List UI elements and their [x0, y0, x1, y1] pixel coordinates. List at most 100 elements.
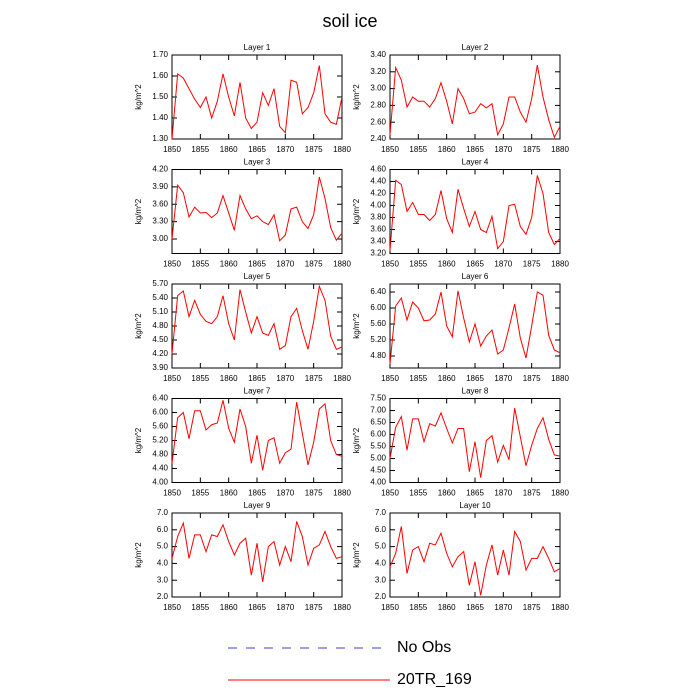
y-axis-label: kg/m^2: [352, 427, 361, 453]
x-tick-label: 1850: [163, 145, 181, 154]
y-axis-label: kg/m^2: [134, 198, 143, 224]
legend-label: No Obs: [397, 639, 451, 656]
x-tick-label: 1855: [191, 489, 209, 498]
figure-title: soil ice: [322, 11, 377, 31]
y-tick-label: 5.20: [152, 436, 168, 445]
panel-title: Layer 6: [462, 272, 489, 281]
x-tick-label: 1865: [248, 260, 266, 269]
panel-title: Layer 4: [462, 158, 489, 167]
y-tick-label: 3.40: [370, 237, 386, 246]
x-tick-label: 1860: [220, 374, 238, 383]
data-line: [389, 290, 561, 365]
y-tick-label: 4.80: [152, 321, 168, 330]
panel-title: Layer 7: [244, 387, 271, 396]
y-tick-label: 5.10: [152, 307, 168, 316]
y-tick-label: 4.80: [370, 351, 386, 360]
y-tick-label: 3.00: [370, 84, 386, 93]
x-tick-label: 1870: [276, 603, 294, 612]
plot-frame: [389, 54, 561, 140]
x-tick-label: 1855: [409, 603, 427, 612]
y-tick-label: 4.20: [370, 189, 386, 198]
x-tick-label: 1875: [523, 145, 541, 154]
plot-frame: [389, 398, 561, 483]
x-tick-label: 1850: [381, 260, 399, 269]
x-tick-label: 1875: [305, 145, 323, 154]
y-tick-label: 7.00: [370, 406, 386, 415]
x-tick-label: 1865: [466, 603, 484, 612]
panel-title: Layer 10: [459, 501, 491, 510]
x-tick-label: 1855: [191, 260, 209, 269]
data-line: [389, 175, 561, 251]
x-tick-label: 1870: [276, 145, 294, 154]
x-tick-label: 1880: [333, 260, 351, 269]
y-tick-label: 3.90: [152, 363, 168, 372]
y-tick-label: 4.00: [370, 478, 386, 487]
y-axis-label: kg/m^2: [134, 313, 143, 339]
y-tick-label: 5.0: [157, 542, 169, 551]
y-tick-label: 3.0: [157, 575, 169, 584]
y-tick-label: 7.0: [375, 508, 387, 517]
x-tick-label: 1860: [438, 603, 456, 612]
x-tick-label: 1875: [305, 260, 323, 269]
x-tick-label: 1880: [551, 260, 569, 269]
y-axis-label: kg/m^2: [352, 313, 361, 339]
x-tick-label: 1865: [248, 374, 266, 383]
x-tick-label: 1875: [305, 603, 323, 612]
y-tick-label: 1.30: [152, 134, 168, 143]
x-tick-label: 1870: [276, 374, 294, 383]
x-tick-label: 1870: [494, 260, 512, 269]
y-tick-label: 5.60: [370, 319, 386, 328]
y-tick-label: 3.60: [152, 199, 168, 208]
y-tick-label: 4.0: [157, 559, 169, 568]
y-tick-label: 4.40: [370, 177, 386, 186]
x-tick-label: 1850: [163, 489, 181, 498]
x-tick-label: 1850: [163, 603, 181, 612]
x-tick-label: 1860: [438, 489, 456, 498]
panel-title: Layer 1: [244, 43, 271, 52]
y-tick-label: 4.80: [152, 450, 168, 459]
y-tick-label: 6.0: [375, 525, 387, 534]
y-tick-label: 5.0: [375, 542, 387, 551]
panel-title: Layer 3: [244, 158, 271, 167]
y-tick-label: 3.20: [370, 249, 386, 258]
x-tick-label: 1865: [466, 260, 484, 269]
y-tick-label: 6.00: [370, 303, 386, 312]
y-axis-label: kg/m^2: [134, 542, 143, 568]
x-tick-label: 1855: [409, 145, 427, 154]
x-tick-label: 1880: [551, 374, 569, 383]
y-tick-label: 3.60: [370, 225, 386, 234]
x-tick-label: 1860: [220, 145, 238, 154]
x-tick-label: 1875: [523, 603, 541, 612]
y-tick-label: 4.40: [152, 464, 168, 473]
y-tick-label: 2.80: [370, 101, 386, 110]
x-tick-label: 1875: [523, 260, 541, 269]
y-tick-label: 5.50: [370, 442, 386, 451]
y-tick-label: 3.00: [152, 234, 168, 243]
y-axis-label: kg/m^2: [352, 84, 361, 110]
y-tick-label: 1.50: [152, 92, 168, 101]
x-tick-label: 1870: [494, 489, 512, 498]
y-tick-label: 2.0: [375, 592, 387, 601]
y-tick-label: 5.70: [152, 279, 168, 288]
y-tick-label: 3.20: [370, 67, 386, 76]
x-tick-label: 1850: [381, 603, 399, 612]
x-tick-label: 1855: [409, 489, 427, 498]
x-tick-label: 1865: [248, 603, 266, 612]
x-tick-label: 1865: [466, 489, 484, 498]
y-tick-label: 6.50: [370, 418, 386, 427]
panel-title: Layer 8: [462, 387, 489, 396]
y-tick-label: 4.50: [152, 335, 168, 344]
x-tick-label: 1850: [163, 260, 181, 269]
y-tick-label: 7.0: [157, 508, 169, 517]
y-tick-label: 1.60: [152, 71, 168, 80]
y-tick-label: 7.50: [370, 394, 386, 403]
x-tick-label: 1850: [381, 145, 399, 154]
x-tick-label: 1870: [276, 489, 294, 498]
y-tick-label: 6.0: [157, 525, 169, 534]
data-line: [389, 526, 561, 596]
panel-title: Layer 2: [462, 43, 489, 52]
plot-frame: [389, 512, 561, 598]
y-tick-label: 5.40: [152, 293, 168, 302]
y-tick-label: 3.30: [152, 217, 168, 226]
